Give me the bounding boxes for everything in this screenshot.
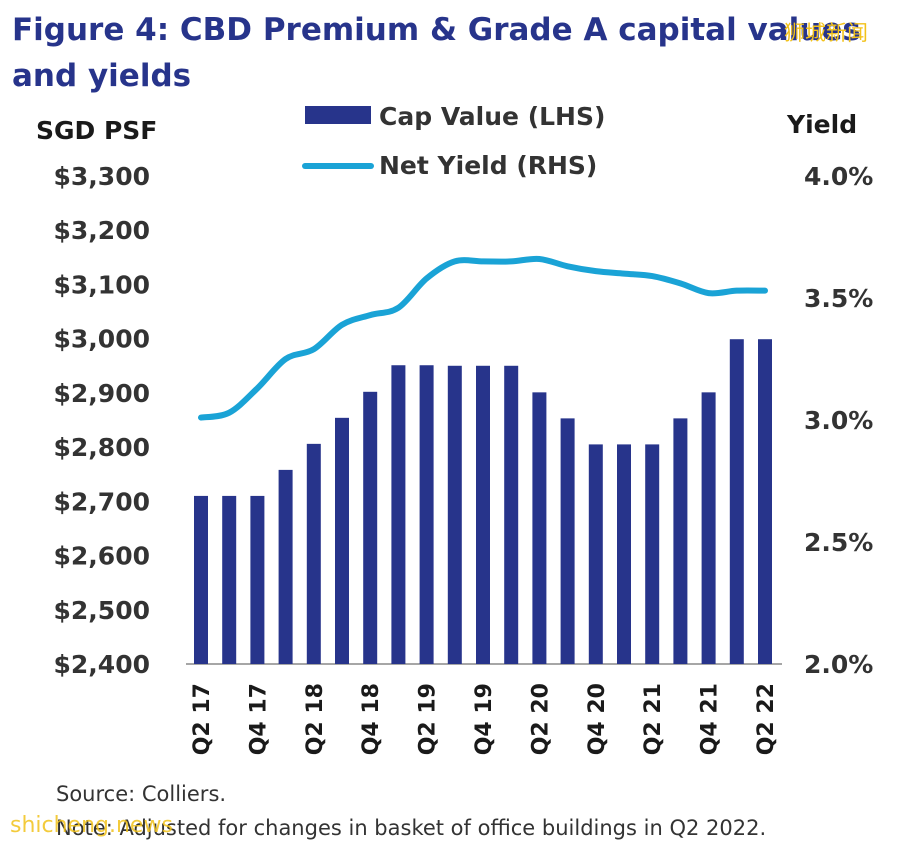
cap-value-bar (588, 444, 603, 664)
cap-value-bar (250, 495, 265, 664)
cap-value-bar (363, 391, 378, 664)
cap-value-bar (729, 339, 744, 664)
cap-value-bar (447, 365, 462, 664)
x-tick-label: Q2 20 (528, 683, 553, 755)
watermark-bottom-left: shicheng.news (10, 813, 173, 838)
cap-value-bar (617, 444, 631, 664)
footnote: Note: Adjusted for changes in basket of … (56, 816, 766, 840)
left-tick-label: $2,800 (54, 433, 150, 462)
left-axis-ticks: $3,300 $3,200 $3,100 $3,000 $2,900 $2,800 $2,7… (54, 162, 150, 679)
cap-value-bar (560, 418, 575, 664)
cap-value-bars (194, 339, 772, 664)
left-tick-label: $3,200 (54, 216, 150, 245)
left-tick-label: $3,300 (54, 162, 150, 191)
cap-value-bar (419, 365, 434, 664)
left-tick-label: $2,900 (54, 379, 150, 408)
cap-value-bar (222, 495, 237, 664)
legend-net-yield-label: Net Yield (RHS) (379, 151, 597, 180)
x-tick-label: Q4 18 (359, 683, 384, 755)
cap-value-bar (758, 339, 772, 664)
cap-value-bar (335, 417, 349, 664)
cap-value-bar (701, 392, 716, 664)
left-tick-label: $2,600 (54, 542, 150, 571)
right-tick-label: 3.0% (804, 406, 873, 435)
cap-value-bar (532, 392, 547, 664)
cap-value-bar (645, 444, 660, 664)
x-tick-label: Q4 20 (585, 683, 610, 755)
x-tick-label: Q2 19 (416, 683, 441, 755)
legend-cap-value-label: Cap Value (LHS) (379, 102, 605, 131)
net-yield-line-group (198, 255, 768, 421)
x-tick-label: Q4 21 (698, 683, 723, 755)
x-tick-label: Q4 17 (246, 683, 271, 755)
right-tick-label: 2.5% (804, 528, 873, 557)
x-tick-label: Q4 19 (472, 683, 497, 755)
left-tick-label: $2,500 (54, 596, 150, 625)
source-note: Source: Colliers. (56, 782, 226, 806)
y-axis-left-label: SGD PSF (36, 116, 157, 145)
right-tick-label: 4.0% (804, 162, 873, 191)
chart-title-line2: and yields (12, 58, 191, 94)
watermark-top-right: 狮城新闻 (784, 21, 868, 45)
left-tick-label: $2,400 (54, 650, 150, 679)
left-tick-label: $2,700 (54, 487, 150, 516)
net-yield-line (198, 255, 768, 421)
x-tick-label: Q2 21 (641, 683, 666, 755)
cap-value-bar (476, 365, 490, 664)
x-tick-label: Q2 18 (303, 683, 328, 755)
cap-value-bar (194, 495, 208, 664)
cap-value-bar (504, 365, 519, 664)
left-tick-label: $3,000 (54, 325, 150, 354)
legend-cap-value-swatch (305, 106, 371, 124)
x-tick-label: Q2 17 (190, 683, 215, 755)
right-axis-ticks: 4.0% 3.5% 3.0% 2.5% 2.0% (804, 162, 873, 679)
y-axis-right-label: Yield (786, 110, 857, 139)
chart-title-line1: Figure 4: CBD Premium & Grade A capital … (12, 12, 861, 48)
right-tick-label: 3.5% (804, 284, 873, 313)
cap-value-bar (391, 365, 406, 664)
right-tick-label: 2.0% (804, 650, 873, 679)
cap-value-bar (673, 418, 688, 664)
cap-value-bar (306, 443, 321, 664)
x-tick-label: Q2 22 (754, 683, 779, 755)
cap-value-bar (278, 469, 293, 664)
x-axis-ticks: Q2 17 Q4 17 Q2 18 Q4 18 Q2 19 Q4 19 Q2 20 Q4 20… (190, 683, 779, 755)
left-tick-label: $3,100 (54, 270, 150, 299)
